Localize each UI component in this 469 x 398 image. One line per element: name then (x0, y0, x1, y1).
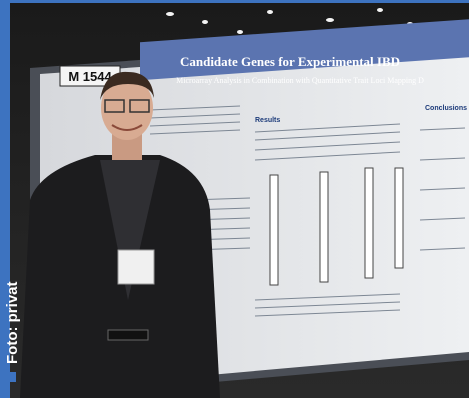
frame-left (0, 0, 10, 398)
section-heading: Conclusions (425, 105, 467, 112)
frame-top (0, 0, 469, 3)
section-heading: Results (255, 117, 280, 124)
photo-credit: Foto: privat (4, 282, 21, 365)
poster-header (140, 19, 469, 81)
caption-marker (6, 372, 16, 382)
chromosome-diagram (269, 167, 404, 286)
poster-title: Candidate Genes for Experimental IBD (180, 54, 400, 69)
booth-number: M 1544 (68, 69, 112, 84)
poster-subtitle: Microarray Analysis in Combination with … (176, 76, 424, 85)
person (20, 71, 220, 398)
